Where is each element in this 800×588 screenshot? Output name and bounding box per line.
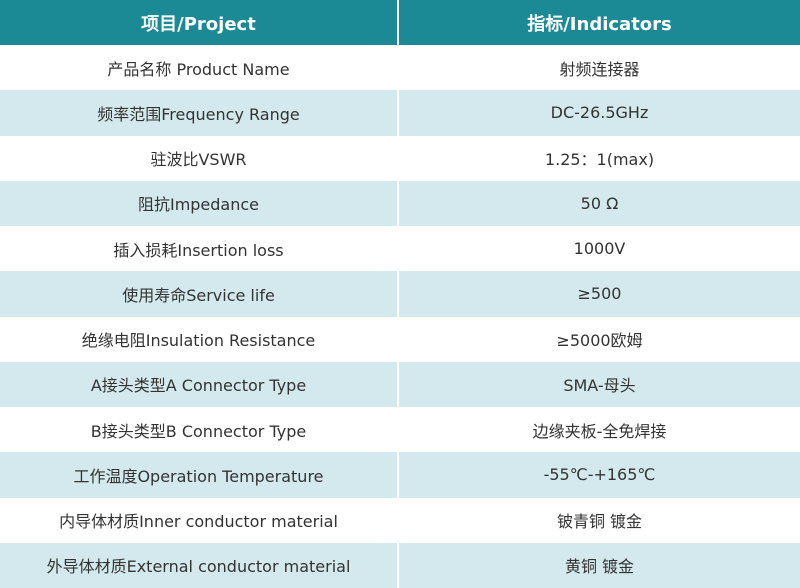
table-cell: DC-26.5GHz	[399, 90, 800, 136]
table-cell: 驻波比VSWR	[0, 135, 399, 181]
table-cell: 使用寿命Service life	[0, 271, 399, 317]
table-cell: 工作温度Operation Temperature	[0, 452, 399, 498]
table-cell: SMA-母头	[399, 361, 800, 407]
table-cell: 插入损耗Insertion loss	[0, 226, 399, 272]
table-cell: ≥5000欧姆	[556, 331, 643, 351]
table-cell: 1.25：1(max)	[544, 150, 655, 170]
table-cell: 外导体材质External conductor material	[0, 542, 399, 588]
header-cell: 项目/Project	[0, 0, 399, 45]
table-cell: 黄铜 镀金	[399, 542, 800, 588]
table-cell: 频率范围Frequency Range	[0, 90, 399, 136]
table-cell: 阻抗Impedance	[0, 180, 399, 226]
table-cell: ≥500	[399, 271, 800, 317]
table-cell: 边缘夹板-全免焊接	[532, 421, 667, 441]
table-cell: 绝缘电阻Insulation Resistance	[0, 316, 399, 362]
table-cell: 产品名称 Product Name	[0, 45, 399, 91]
table-cell: 1000V	[573, 239, 626, 259]
header-cell: 指标/Indicators	[399, 0, 800, 45]
table-cell: 内导体材质Inner conductor material	[0, 497, 399, 543]
table-cell: 射频连接器	[559, 59, 640, 79]
table-cell: -55℃-+165℃	[399, 452, 800, 498]
table-cell: B接头类型B Connector Type	[0, 407, 399, 453]
table-cell: 50 Ω	[399, 180, 800, 226]
table-cell: 铍青铜 镀金	[556, 512, 643, 532]
table-cell: A接头类型A Connector Type	[0, 361, 399, 407]
